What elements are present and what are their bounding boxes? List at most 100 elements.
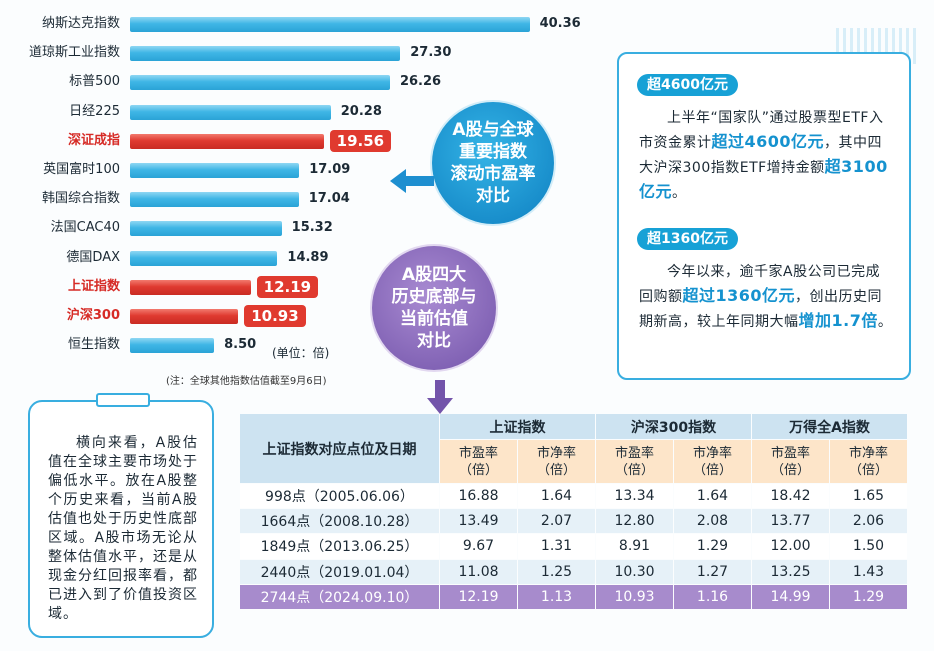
table-cell: 1.64 bbox=[518, 484, 595, 509]
group-header: 沪深300指数 bbox=[596, 414, 751, 439]
bar bbox=[130, 75, 390, 91]
bar bbox=[130, 250, 278, 266]
body-text: ，创出历史同期新高，较上年同期大幅 bbox=[639, 289, 883, 330]
bar-value-label: 12.19 bbox=[256, 275, 319, 298]
bar-value-label: 19.56 bbox=[329, 129, 392, 152]
table-cell: 11.08 bbox=[440, 559, 517, 584]
bar-category-label: 纳斯达克指数 bbox=[41, 16, 120, 31]
table-cell: 1.29 bbox=[674, 534, 751, 559]
body-text: 今年以来，逾千家A股公司已完成回购额 bbox=[639, 264, 881, 305]
bubble-line: A股四大 bbox=[401, 265, 467, 285]
bar-category-label: 标普500 bbox=[69, 74, 120, 90]
bubble-line: 滚动市盈率 bbox=[450, 164, 536, 184]
info-paragraph: 今年以来，逾千家A股公司已完成回购额超过1360亿元，创出历史同期新高，较上年同… bbox=[639, 260, 893, 334]
info-panel: 超4600亿元 上半年“国家队”通过股票型ETF入市资金累计超过4600亿元，其… bbox=[617, 52, 911, 380]
bar-value-label: 26.26 bbox=[399, 74, 442, 90]
sub-header: 市净率 （倍） bbox=[830, 440, 907, 483]
bubble-line: 当前估值 bbox=[400, 309, 468, 329]
sub-header: 市盈率 （倍） bbox=[752, 440, 829, 483]
group-header: 上证指数 bbox=[440, 414, 595, 439]
table-cell: 1.64 bbox=[674, 484, 751, 509]
table-cell: 9.67 bbox=[440, 534, 517, 559]
arrow-left-icon bbox=[390, 169, 434, 193]
sub-header: 市盈率 （倍） bbox=[440, 440, 517, 483]
table-cell: 1.13 bbox=[518, 584, 595, 609]
table-cell: 12.80 bbox=[596, 509, 673, 534]
bar bbox=[130, 192, 299, 208]
body-text: 。 bbox=[877, 314, 893, 330]
table-row-label: 998点（2005.06.06） bbox=[240, 484, 439, 509]
bar-category-label: 日经225 bbox=[69, 103, 120, 119]
bar bbox=[130, 279, 251, 295]
table-cell: 2.08 bbox=[674, 509, 751, 534]
table-cell: 1.31 bbox=[518, 534, 595, 559]
bar bbox=[130, 46, 401, 62]
valuation-table: 上证指数对应点位及日期 上证指数 市盈率 （倍） 市净率 （倍） 沪深300指数 市盈率 … bbox=[240, 414, 908, 610]
table-cell: 14.99 bbox=[752, 584, 829, 609]
table-cell: 1.50 bbox=[830, 534, 907, 559]
bar-value-label: 15.32 bbox=[291, 220, 333, 236]
table-cell: 13.77 bbox=[752, 509, 829, 534]
chart-footnote: (注：全球其他指数估值截至9月6日) bbox=[166, 376, 327, 387]
group-header: 万得全A指数 bbox=[752, 414, 907, 439]
body-text: 上半年“国家队”通过股票型ETF入市资金累计 bbox=[639, 110, 884, 151]
bar-category-label: 道琼斯工业指数 bbox=[28, 45, 120, 61]
bar-value-label: 27.30 bbox=[410, 45, 452, 61]
bar bbox=[130, 104, 331, 120]
bubble-line: 重要指数 bbox=[459, 142, 527, 162]
bar bbox=[130, 17, 530, 32]
sub-header: 市净率 （倍） bbox=[674, 440, 751, 483]
emphasis-text: 增加1.7倍 bbox=[798, 311, 878, 330]
bubble-line: 历史底部与 bbox=[391, 287, 477, 307]
unit-label: (单位：倍) bbox=[272, 346, 330, 360]
bar bbox=[130, 163, 300, 178]
table-cell: 1.29 bbox=[830, 584, 907, 609]
sub-header: 市净率 （倍） bbox=[518, 440, 595, 483]
bar-value-label: 40.36 bbox=[539, 16, 581, 31]
bar-value-label: 8.50 bbox=[224, 337, 257, 353]
emphasis-text: 超3100亿元 bbox=[639, 157, 888, 201]
bar-category-label: 韩国综合指数 bbox=[41, 191, 120, 207]
bar-value-label: 10.93 bbox=[244, 305, 306, 327]
table-cell: 1.27 bbox=[674, 559, 751, 584]
highlight-pill: 超4600亿元 bbox=[637, 74, 738, 96]
bar-category-label: 沪深300 bbox=[66, 308, 120, 323]
bar bbox=[130, 338, 215, 354]
highlight-pill: 超1360亿元 bbox=[637, 228, 738, 250]
table-cell: 1.25 bbox=[518, 559, 595, 584]
emphasis-text: 超过1360亿元 bbox=[682, 286, 796, 305]
bubble-line: 对比 bbox=[417, 331, 451, 351]
bar-value-label: 17.09 bbox=[309, 162, 351, 177]
bar-category-label: 德国DAX bbox=[66, 249, 120, 265]
bar-value-label: 14.89 bbox=[287, 249, 329, 265]
table-row-label: 1664点（2008.10.28） bbox=[240, 509, 439, 534]
note-text: 横向来看，A股估值在全球主要市场处于偏低水平。放在A股整个历史来看，当前A股估值… bbox=[48, 435, 198, 622]
table-row-label: 2744点（2024.09.10） bbox=[240, 584, 439, 609]
pe-bar-chart: 纳斯达克指数 40.36 道琼斯工业指数 27.30 标普500 26.26 日经225 20… bbox=[0, 0, 581, 372]
global-comparison-bubble: A股与全球 重要指数 滚动市盈率 对比 bbox=[432, 102, 554, 224]
table-cell: 13.25 bbox=[752, 559, 829, 584]
table-cell: 10.93 bbox=[596, 584, 673, 609]
table-cell: 10.30 bbox=[596, 559, 673, 584]
bar-category-label: 深证成指 bbox=[67, 132, 120, 148]
emphasis-text: 超过4600亿元 bbox=[711, 132, 825, 151]
bar-value-label: 17.04 bbox=[308, 191, 350, 207]
bar bbox=[130, 221, 282, 237]
row-header: 上证指数对应点位及日期 bbox=[240, 414, 439, 483]
body-text: 。 bbox=[672, 185, 687, 201]
bar-category-label: 恒生指数 bbox=[67, 337, 120, 353]
arrow-down-icon bbox=[427, 380, 453, 414]
table-row-label: 1849点（2013.06.25） bbox=[240, 534, 439, 559]
body-text: ，其中四大沪深300指数ETF增持金额 bbox=[639, 135, 883, 176]
bar-category-label: 英国富时100 bbox=[43, 162, 120, 177]
clip-tab bbox=[96, 393, 150, 407]
bar bbox=[130, 309, 239, 324]
table-cell: 16.88 bbox=[440, 484, 517, 509]
bar-category-label: 法国CAC40 bbox=[50, 220, 120, 236]
bar bbox=[130, 133, 324, 149]
bubble-line: 对比 bbox=[476, 186, 510, 206]
table-row-label: 2440点（2019.01.04） bbox=[240, 559, 439, 584]
table-cell: 13.34 bbox=[596, 484, 673, 509]
table-cell: 8.91 bbox=[596, 534, 673, 559]
